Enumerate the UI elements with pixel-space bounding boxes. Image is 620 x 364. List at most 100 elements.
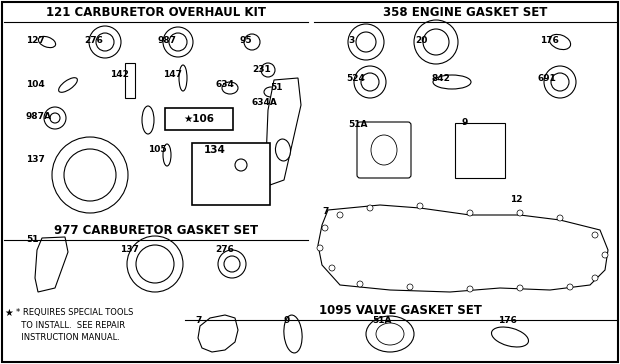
Text: 121 CARBURETOR OVERHAUL KIT: 121 CARBURETOR OVERHAUL KIT <box>46 7 266 20</box>
Text: 9: 9 <box>462 118 468 127</box>
Circle shape <box>367 205 373 211</box>
Circle shape <box>50 113 60 123</box>
Circle shape <box>567 284 573 290</box>
Ellipse shape <box>264 87 278 97</box>
Circle shape <box>517 285 523 291</box>
Ellipse shape <box>433 75 471 89</box>
Circle shape <box>337 212 343 218</box>
Polygon shape <box>198 315 238 352</box>
Circle shape <box>224 256 240 272</box>
Circle shape <box>127 236 183 292</box>
Circle shape <box>551 73 569 91</box>
Text: 134: 134 <box>204 145 226 155</box>
Circle shape <box>317 245 323 251</box>
Bar <box>4 222 308 296</box>
Ellipse shape <box>492 327 528 347</box>
Circle shape <box>417 203 423 209</box>
Bar <box>314 4 616 296</box>
Ellipse shape <box>163 144 171 166</box>
Ellipse shape <box>275 139 291 161</box>
Text: 231: 231 <box>252 65 271 74</box>
Text: 634A: 634A <box>252 98 278 107</box>
Circle shape <box>467 286 473 292</box>
Ellipse shape <box>179 65 187 91</box>
Bar <box>125 63 135 98</box>
Text: 276: 276 <box>215 245 234 254</box>
Text: 95: 95 <box>240 36 252 45</box>
Bar <box>165 108 233 130</box>
Text: 51A: 51A <box>348 120 368 129</box>
Polygon shape <box>35 237 68 292</box>
Text: 104: 104 <box>26 80 45 89</box>
Circle shape <box>261 63 275 77</box>
Text: 127: 127 <box>26 36 45 45</box>
Circle shape <box>244 34 260 50</box>
Circle shape <box>136 245 174 283</box>
Circle shape <box>517 210 523 216</box>
Circle shape <box>423 29 449 55</box>
Ellipse shape <box>284 315 302 353</box>
Circle shape <box>230 154 252 176</box>
Circle shape <box>557 215 563 221</box>
Ellipse shape <box>59 78 78 92</box>
Circle shape <box>329 265 335 271</box>
Circle shape <box>592 275 598 281</box>
Circle shape <box>356 32 376 52</box>
Circle shape <box>592 232 598 238</box>
Polygon shape <box>266 78 301 185</box>
Ellipse shape <box>142 106 154 134</box>
Circle shape <box>235 159 247 171</box>
Bar <box>185 302 616 360</box>
Text: 987A: 987A <box>26 112 52 121</box>
Bar <box>4 4 308 218</box>
Text: 142: 142 <box>110 70 129 79</box>
Text: 105: 105 <box>148 145 167 154</box>
Circle shape <box>44 107 66 129</box>
Ellipse shape <box>371 135 397 165</box>
Circle shape <box>64 149 116 201</box>
Text: 20: 20 <box>415 36 427 45</box>
Bar <box>192 143 270 205</box>
FancyBboxPatch shape <box>357 122 411 178</box>
Bar <box>455 123 505 178</box>
Circle shape <box>322 225 328 231</box>
Circle shape <box>407 284 413 290</box>
Text: ★106: ★106 <box>184 114 215 124</box>
Text: 276: 276 <box>84 36 103 45</box>
Circle shape <box>357 281 363 287</box>
Text: 7: 7 <box>195 316 202 325</box>
Circle shape <box>414 20 458 64</box>
Text: 137: 137 <box>26 155 45 164</box>
Text: 51: 51 <box>26 235 38 244</box>
Ellipse shape <box>38 36 56 48</box>
Text: 176: 176 <box>540 36 559 45</box>
Text: * REQUIRES SPECIAL TOOLS
  TO INSTALL.  SEE REPAIR
  INSTRUCTION MANUAL.: * REQUIRES SPECIAL TOOLS TO INSTALL. SEE… <box>16 308 133 342</box>
Text: eReplacementParts.com: eReplacementParts.com <box>250 177 370 187</box>
Text: 1095 VALVE GASKET SET: 1095 VALVE GASKET SET <box>319 305 482 317</box>
Circle shape <box>218 250 246 278</box>
Text: 358 ENGINE GASKET SET: 358 ENGINE GASKET SET <box>383 7 547 20</box>
Circle shape <box>354 66 386 98</box>
Text: 51A: 51A <box>372 316 391 325</box>
Circle shape <box>348 24 384 60</box>
Circle shape <box>169 33 187 51</box>
Text: 12: 12 <box>510 195 523 204</box>
Circle shape <box>602 252 608 258</box>
Text: 691: 691 <box>538 74 557 83</box>
Text: 987: 987 <box>158 36 177 45</box>
Text: 524: 524 <box>346 74 365 83</box>
Circle shape <box>89 26 121 58</box>
Circle shape <box>361 73 379 91</box>
Text: 977 CARBURETOR GASKET SET: 977 CARBURETOR GASKET SET <box>54 225 258 237</box>
Text: 9: 9 <box>283 316 290 325</box>
Text: ★: ★ <box>4 308 13 318</box>
Text: 51: 51 <box>270 83 283 92</box>
Text: 7: 7 <box>322 207 329 216</box>
Ellipse shape <box>236 180 246 196</box>
Circle shape <box>467 210 473 216</box>
Text: 147: 147 <box>163 70 182 79</box>
Ellipse shape <box>549 35 570 50</box>
Text: 634: 634 <box>215 80 234 89</box>
Circle shape <box>96 33 114 51</box>
Ellipse shape <box>376 323 404 345</box>
